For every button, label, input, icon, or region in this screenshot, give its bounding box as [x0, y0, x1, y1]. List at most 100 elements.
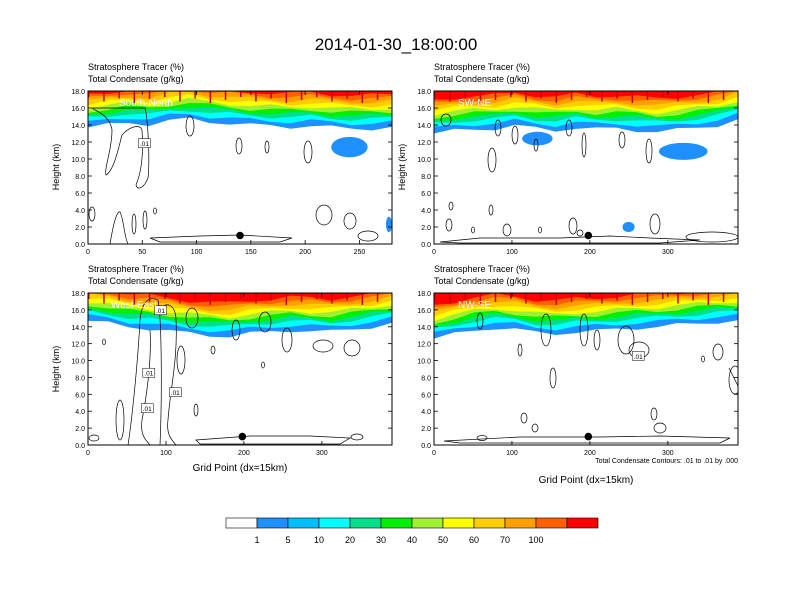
tracer-patch	[622, 221, 635, 233]
plot-frame	[87, 90, 393, 245]
y-tick-label: 12.0	[71, 342, 85, 349]
tracer-streak	[103, 91, 105, 102]
colorbar-label: 10	[314, 535, 324, 545]
panel-label: West-East	[111, 300, 157, 311]
tracer-streak	[722, 293, 725, 302]
tracer-streak	[479, 293, 482, 305]
colorbar-swatch	[504, 517, 537, 529]
figure-title: 2014-01-30_18:00:00	[315, 35, 478, 54]
tracer-streak	[601, 91, 603, 102]
tracer-streak	[434, 293, 436, 299]
y-tick-label: 2.0	[421, 426, 431, 433]
panel-line1: Stratosphere Tracer (%)	[434, 264, 530, 274]
colorbar-label: 40	[407, 535, 417, 545]
contour-label: .01	[634, 354, 643, 361]
tracer-patch	[385, 216, 392, 233]
y-axis-label: Height (km)	[51, 144, 61, 191]
y-tick-label: 6.0	[421, 392, 431, 399]
y-tick-label: 6.0	[75, 191, 85, 198]
panel-line2: Total Condensate (g/kg)	[88, 276, 184, 286]
tracer-streak	[570, 293, 573, 302]
tracer-streak	[331, 293, 333, 304]
tracer-streak	[255, 293, 257, 304]
panel-label: NW-SE	[458, 300, 491, 311]
location-marker	[236, 231, 244, 240]
tracer-streak	[285, 91, 288, 103]
contour-label: .01	[171, 390, 180, 397]
x-tick-label: 50	[138, 249, 146, 256]
tracer-streak	[148, 91, 151, 100]
tracer-streak	[525, 293, 527, 304]
tracer-streak	[179, 293, 181, 304]
y-tick-label: 0.0	[75, 242, 85, 249]
tracer-streak	[570, 91, 573, 100]
tracer-streak	[540, 293, 542, 301]
tracer-streak	[510, 91, 512, 97]
y-tick-label: 18.0	[71, 291, 85, 298]
x-tick-label: 300	[662, 249, 674, 256]
x-tick-label: 200	[584, 249, 596, 256]
x-tick-label: 100	[506, 450, 518, 457]
y-tick-label: 2.0	[421, 225, 431, 232]
tracer-streak	[255, 91, 257, 102]
tracer-streak	[646, 91, 649, 100]
tracer-streak	[449, 293, 451, 304]
contour-label: .01	[144, 371, 153, 378]
x-tick-label: 150	[245, 249, 257, 256]
tracer-streak	[346, 293, 348, 301]
tracer-streak	[601, 293, 603, 304]
y-tick-label: 14.0	[417, 123, 431, 130]
y-tick-label: 6.0	[75, 392, 85, 399]
plot-frame	[433, 90, 739, 245]
tracer-streak	[586, 293, 588, 299]
tracer-streak	[194, 91, 196, 99]
colorbar-swatch	[225, 517, 258, 529]
x-axis-label: Grid Point (dx=15km)	[539, 475, 634, 486]
colorbar-label: 70	[500, 535, 510, 545]
tracer-streak	[662, 91, 664, 97]
y-tick-label: 12.0	[71, 140, 85, 147]
contour-label: .01	[140, 141, 149, 148]
x-tick-label: 300	[316, 450, 328, 457]
x-tick-label: 200	[299, 249, 311, 256]
tracer-streak	[164, 91, 166, 97]
y-tick-label: 10.0	[417, 157, 431, 164]
tracer-streak	[722, 91, 725, 100]
tracer-streak	[209, 91, 212, 103]
tracer-streak	[586, 91, 588, 97]
tracer-streak	[707, 293, 710, 305]
tracer-streak	[510, 293, 512, 299]
y-tick-label: 0.0	[421, 242, 431, 249]
tracer-streak	[525, 91, 527, 102]
tracer-patch	[331, 136, 368, 158]
location-marker	[584, 432, 593, 441]
tracer-streak	[376, 91, 379, 100]
tracer-streak	[555, 293, 558, 305]
tracer-streak	[194, 293, 196, 301]
colorbar-swatch	[287, 517, 320, 529]
x-tick-label: 100	[191, 249, 203, 256]
tracer-streak	[148, 293, 151, 302]
colorbar-swatch	[411, 517, 444, 529]
x-tick-label: 0	[432, 450, 436, 457]
tracer-streak	[631, 91, 634, 103]
y-tick-label: 4.0	[421, 208, 431, 215]
y-tick-label: 14.0	[417, 325, 431, 332]
tracer-streak	[494, 91, 497, 100]
panel-label: South-North	[119, 98, 173, 109]
tracer-streak	[316, 91, 318, 97]
tracer-streak	[270, 91, 272, 99]
tracer-streak	[464, 293, 466, 301]
panel-line2: Total Condensate (g/kg)	[434, 276, 530, 286]
tracer-patch	[658, 142, 708, 160]
colorbar-swatch	[349, 517, 382, 529]
colorbar-label: 1	[254, 535, 259, 545]
tracer-streak	[133, 91, 136, 103]
colorbar-label: 100	[528, 535, 543, 545]
y-tick-label: 14.0	[71, 123, 85, 130]
tracer-streak	[164, 293, 166, 299]
tracer-streak	[224, 293, 227, 302]
colorbar-swatch	[256, 517, 289, 529]
tracer-streak	[464, 91, 466, 99]
colorbar-label: 50	[438, 535, 448, 545]
